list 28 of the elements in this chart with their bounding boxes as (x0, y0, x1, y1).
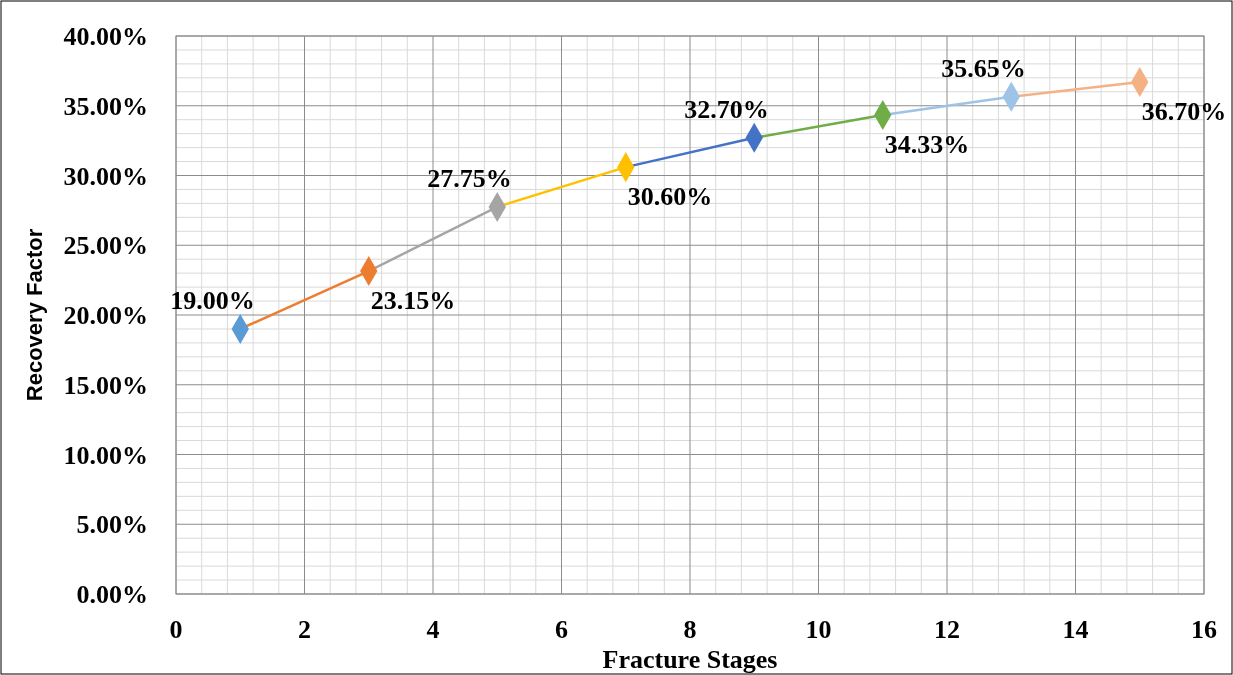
data-label: 30.60% (627, 182, 713, 212)
x-tick-label: 8 (683, 615, 697, 644)
x-tick-label: 4 (426, 615, 440, 644)
data-label: 19.00% (170, 285, 255, 315)
y-tick-label: 5.00% (76, 510, 148, 540)
x-tick-label: 6 (555, 615, 568, 644)
data-label: 35.65% (941, 53, 1026, 83)
y-tick-label: 35.00% (63, 91, 148, 121)
y-tick-label: 0.00% (76, 580, 148, 609)
x-tick-label: 10 (805, 615, 832, 644)
y-tick-label: 30.00% (63, 161, 148, 191)
y-tick-label: 10.00% (63, 440, 148, 470)
y-axis-title: Recovery Factor (22, 228, 47, 402)
x-tick-label: 14 (1062, 615, 1089, 644)
data-label: 34.33% (884, 130, 970, 160)
y-tick-label: 25.00% (63, 231, 148, 261)
data-label: 27.75% (427, 163, 512, 193)
x-tick-label: 0 (169, 615, 183, 644)
x-tick-label: 12 (934, 615, 960, 644)
x-tick-label: 16 (1191, 615, 1217, 644)
y-tick-label: 40.00% (63, 22, 148, 51)
data-label: 36.70% (1141, 97, 1227, 127)
y-tick-label: 15.00% (63, 370, 148, 400)
y-tick-label: 20.00% (63, 301, 148, 330)
data-label: 32.70% (684, 94, 769, 124)
x-tick-label: 2 (298, 615, 311, 644)
x-axis-title: Fracture Stages (602, 645, 778, 674)
data-label: 23.15% (370, 286, 456, 316)
